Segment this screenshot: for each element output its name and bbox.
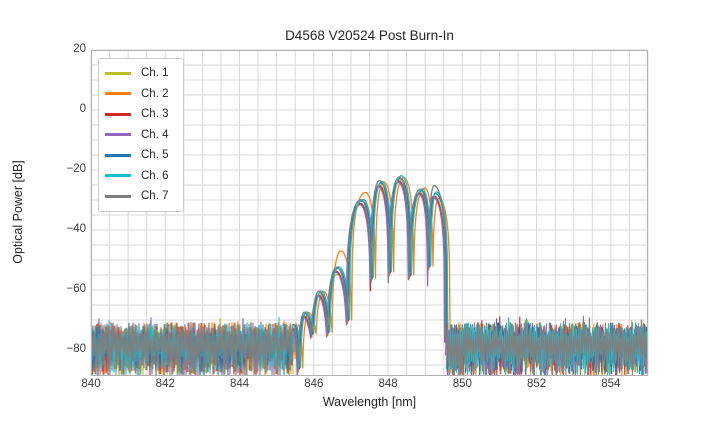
legend-item-ch5: Ch. 5: [105, 145, 175, 166]
legend-item-ch7: Ch. 7: [105, 186, 175, 207]
y-tick-label: 20: [73, 43, 86, 55]
legend-item-ch1: Ch. 1: [105, 63, 175, 84]
chart-title: D4568 V20524 Post Burn-In: [285, 28, 454, 43]
y-tick-label: 0: [79, 102, 86, 115]
y-axis-label: Optical Power [dB]: [11, 160, 25, 264]
x-tick-label: 850: [452, 378, 472, 390]
legend-label-ch7: Ch. 7: [141, 190, 169, 203]
x-tick-label: 844: [229, 378, 250, 390]
legend-line-ch2: [105, 92, 131, 96]
x-tick-label: 852: [527, 378, 547, 390]
x-tick-label: 854: [601, 378, 621, 390]
legend-line-ch1: [105, 71, 131, 75]
x-tick-label: 846: [304, 378, 324, 390]
y-tick-label: −60: [66, 282, 86, 295]
legend-label-ch2: Ch. 2: [141, 87, 169, 100]
legend-line-ch3: [105, 112, 131, 116]
legend-line-ch6: [105, 174, 131, 178]
y-tick-label: −80: [66, 342, 86, 355]
y-tick-label: −40: [66, 222, 86, 235]
x-tick-label: 840: [81, 378, 101, 390]
legend-item-ch2: Ch. 2: [105, 84, 175, 105]
x-tick-label: 842: [155, 378, 175, 390]
legend-item-ch3: Ch. 3: [105, 104, 175, 125]
legend-line-ch5: [105, 153, 131, 157]
x-axis-label: Wavelength [nm]: [322, 395, 417, 409]
legend-item-ch4: Ch. 4: [105, 125, 175, 146]
legend-label-ch5: Ch. 5: [141, 149, 169, 162]
x-tick-label: 848: [378, 378, 398, 390]
legend-label-ch6: Ch. 6: [141, 169, 169, 182]
legend-label-ch3: Ch. 3: [141, 108, 169, 121]
legend-item-ch6: Ch. 6: [105, 166, 175, 187]
legend: Ch. 1 Ch. 2 Ch. 3 Ch. 4 Ch. 5 Ch. 6 Ch. …: [98, 58, 184, 212]
legend-line-ch4: [105, 133, 131, 137]
legend-label-ch4: Ch. 4: [141, 128, 169, 141]
legend-label-ch1: Ch. 1: [141, 67, 169, 80]
y-tick-label: −20: [66, 162, 86, 175]
legend-line-ch7: [105, 194, 131, 198]
